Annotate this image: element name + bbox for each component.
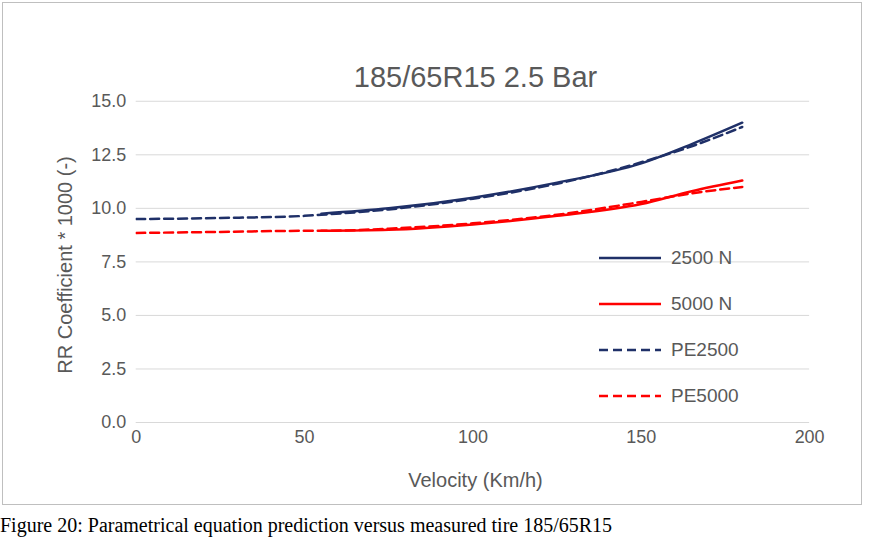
html-text:PE2500: PE2500	[671, 339, 739, 360]
svg-text:12.5: 12.5	[91, 145, 126, 165]
svg-text:200: 200	[795, 427, 825, 447]
html-text:185/65R15 2.5 Bar: 185/65R15 2.5 Bar	[353, 61, 598, 93]
html-text:RR Coefficient * 1000 (-): RR Coefficient * 1000 (-)	[53, 156, 76, 374]
html-text:5000 N: 5000 N	[671, 293, 733, 314]
svg-text:0: 0	[131, 427, 141, 447]
svg-text:2.5: 2.5	[101, 359, 126, 379]
svg-text:100: 100	[458, 427, 488, 447]
svg-text:7.5: 7.5	[101, 252, 126, 272]
svg-text:0.0: 0.0	[101, 412, 126, 432]
html-text:PE5000: PE5000	[671, 385, 739, 406]
html-text:2500 N: 2500 N	[671, 247, 733, 268]
svg-text:15.0: 15.0	[91, 91, 126, 111]
html-text:Figure 20: Parametrical equati: Figure 20: Parametrical equation predict…	[0, 514, 613, 536]
html-text:Velocity (Km/h): Velocity (Km/h)	[408, 469, 543, 491]
svg-text:150: 150	[626, 427, 656, 447]
svg-text:10.0: 10.0	[91, 198, 126, 218]
svg-text:5.0: 5.0	[101, 305, 126, 325]
svg-text:50: 50	[295, 427, 315, 447]
